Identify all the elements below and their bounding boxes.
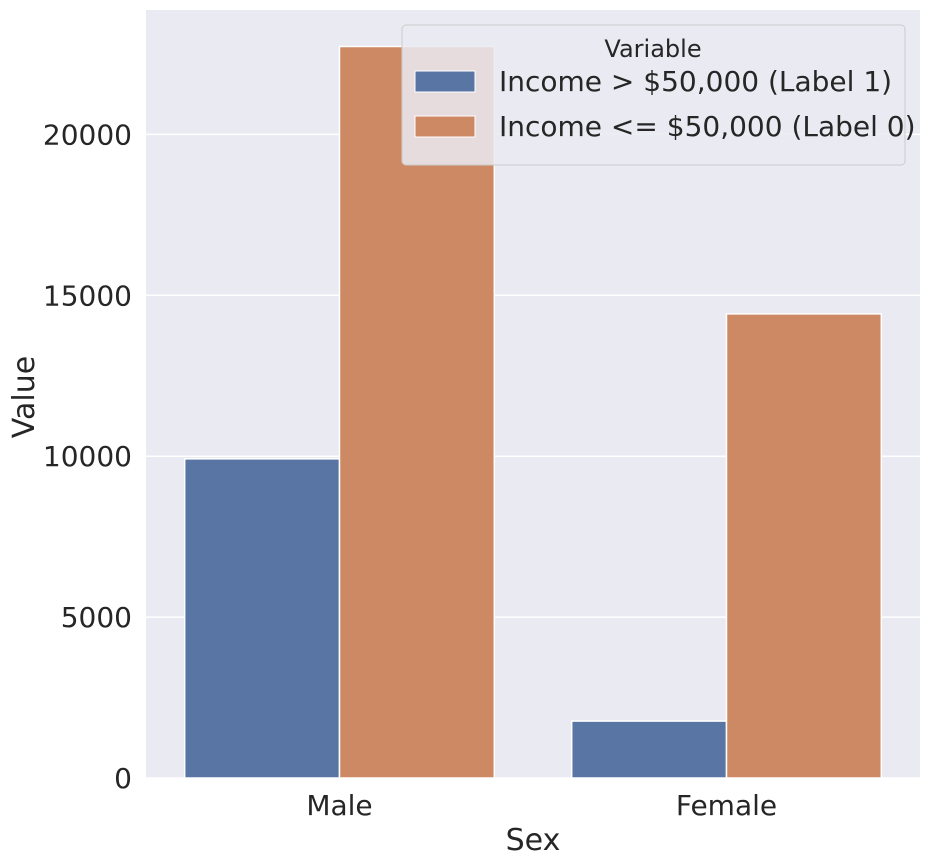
- y-tick-label: 0: [114, 762, 132, 795]
- legend-box: [401, 24, 906, 166]
- bar: [183, 458, 341, 779]
- legend-swatch: [414, 70, 476, 93]
- y-axis-label: Value: [7, 356, 42, 438]
- y-tick-label: 5000: [61, 601, 132, 634]
- x-tick-label: Male: [306, 789, 372, 822]
- legend-items: Income > $50,000 (Label 1) Income <= $50,…: [414, 65, 916, 143]
- bar: [725, 313, 883, 779]
- y-axis-ticks: 0 5000 10000 15000 20000: [43, 118, 132, 795]
- x-tick-label: Female: [676, 789, 777, 822]
- y-tick-label: 15000: [43, 279, 132, 312]
- y-tick-label: 10000: [43, 440, 132, 473]
- bars: [183, 45, 883, 779]
- legend-title: Variable: [604, 35, 701, 63]
- legend: Variable Income > $50,000 (Label 1)Incom…: [401, 24, 916, 166]
- y-tick-label: 20000: [43, 118, 132, 151]
- legend-swatch: [414, 115, 476, 138]
- x-axis-ticks: Male Female: [306, 789, 777, 822]
- legend-label: Income <= $50,000 (Label 0): [499, 110, 916, 143]
- legend-label: Income > $50,000 (Label 1): [499, 65, 892, 98]
- bar: [338, 45, 496, 779]
- bar: [570, 720, 728, 779]
- x-axis-label: Sex: [506, 823, 561, 858]
